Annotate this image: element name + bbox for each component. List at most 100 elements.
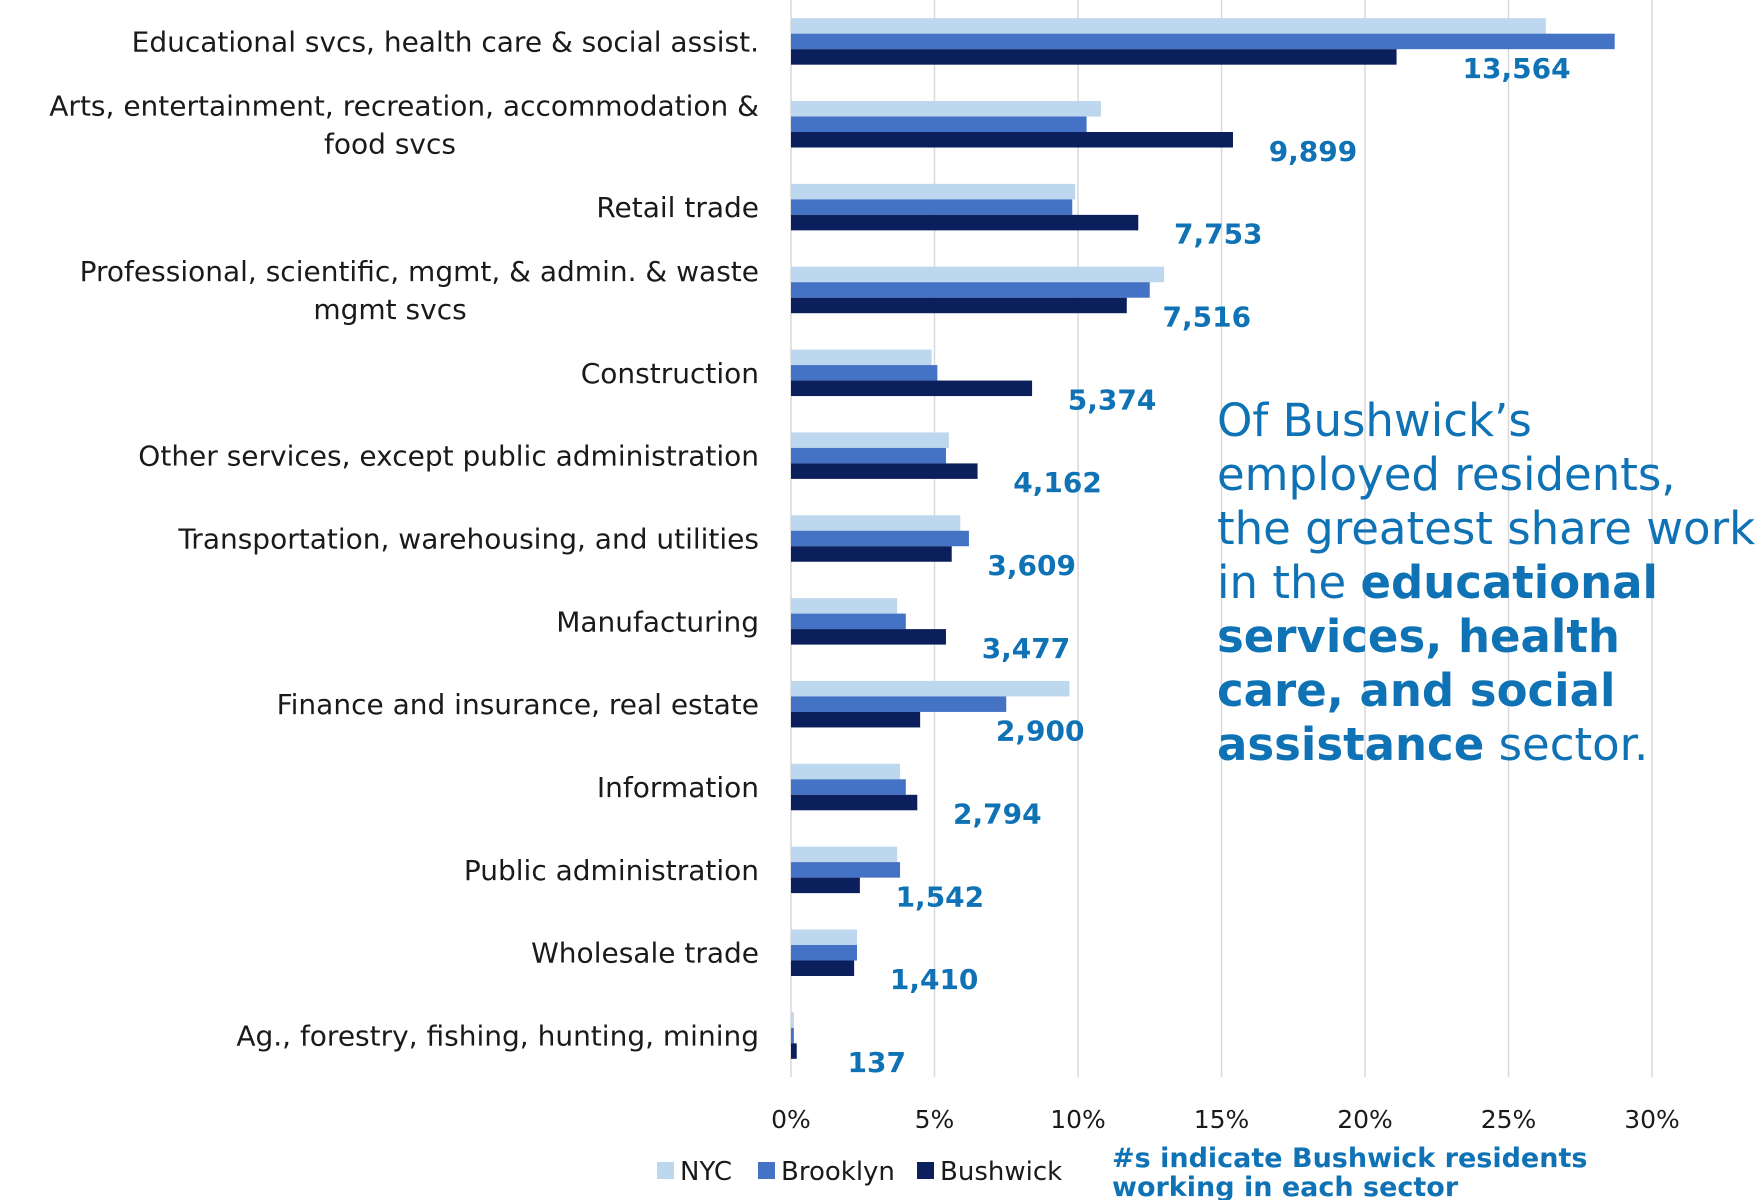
bar-bushwick-6 <box>791 546 952 562</box>
count-label-0: 13,564 <box>1463 52 1571 85</box>
bar-nyc-4 <box>791 349 932 366</box>
bar-bushwick-4 <box>791 380 1033 397</box>
legend-swatch-nyc <box>657 1162 674 1179</box>
bar-bushwick-11 <box>791 960 855 976</box>
category-label-4: Construction <box>581 357 759 390</box>
category-label-1: Arts, entertainment, recreation, accommo… <box>49 89 759 160</box>
bar-nyc-9 <box>791 763 901 780</box>
callout-text-start: Of Bushwick’s employed residents, the gr… <box>1217 394 1756 609</box>
bar-bushwick-12 <box>791 1043 797 1059</box>
category-label-line: Professional, scientific, mgmt, & admin.… <box>80 255 759 288</box>
category-label-9: Information <box>597 771 759 804</box>
category-label-12: Ag., forestry, fishing, hunting, mining <box>236 1020 759 1053</box>
legend-swatch-bushwick <box>917 1162 934 1179</box>
category-label-8: Finance and insurance, real estate <box>277 688 759 721</box>
bar-brooklyn-4 <box>791 365 938 381</box>
category-label-0: Educational svcs, health care & social a… <box>132 25 759 58</box>
bar-brooklyn-9 <box>791 779 906 795</box>
category-label-line: Finance and insurance, real estate <box>277 688 759 721</box>
bar-nyc-2 <box>791 183 1076 200</box>
count-label-3: 7,516 <box>1163 300 1252 333</box>
category-label-11: Wholesale trade <box>531 937 759 970</box>
bar-nyc-12 <box>791 1012 794 1028</box>
bar-brooklyn-10 <box>791 862 901 878</box>
count-label-5: 4,162 <box>1013 466 1102 499</box>
bar-bushwick-8 <box>791 711 921 728</box>
bar-nyc-0 <box>791 18 1546 34</box>
legend: NYC Brooklyn Bushwick <box>657 1157 1062 1187</box>
bar-nyc-11 <box>791 929 858 945</box>
category-label-line: Wholesale trade <box>531 937 759 970</box>
x-axis-ticks: 0% 5% 10% 15% 20% 25% 30% <box>771 1105 1680 1134</box>
note-line-2: working in each sector <box>1112 1172 1459 1200</box>
x-tick-label-15: 15% <box>1194 1105 1250 1134</box>
count-label-4: 5,374 <box>1068 383 1157 416</box>
x-tick-label-25: 25% <box>1481 1105 1537 1134</box>
bar-nyc-6 <box>791 515 961 531</box>
count-label-8: 2,900 <box>996 715 1085 748</box>
bar-brooklyn-8 <box>791 696 1007 712</box>
category-label-line: Educational svcs, health care & social a… <box>132 25 759 58</box>
count-label-7: 3,477 <box>982 632 1071 665</box>
bar-bushwick-10 <box>791 877 860 894</box>
category-label-3: Professional, scientific, mgmt, & admin.… <box>80 255 759 326</box>
bar-bushwick-1 <box>791 132 1233 148</box>
count-label-1: 9,899 <box>1269 135 1358 168</box>
category-label-6: Transportation, warehousing, and utiliti… <box>177 523 759 556</box>
bar-nyc-8 <box>791 680 1070 697</box>
category-label-10: Public administration <box>464 854 759 887</box>
category-label-line: Public administration <box>464 854 759 887</box>
bar-bushwick-7 <box>791 629 946 645</box>
category-label-line: Arts, entertainment, recreation, accommo… <box>49 89 759 122</box>
category-label-7: Manufacturing <box>556 605 759 638</box>
count-label-12: 137 <box>848 1046 906 1079</box>
category-label-line: mgmt svcs <box>313 293 466 326</box>
bars <box>791 18 1615 1059</box>
count-label-2: 7,753 <box>1174 218 1263 251</box>
bar-nyc-1 <box>791 101 1101 117</box>
count-label-10: 1,542 <box>896 880 985 913</box>
x-tick-label-20: 20% <box>1337 1105 1393 1134</box>
bar-nyc-10 <box>791 846 898 863</box>
bar-nyc-5 <box>791 432 949 448</box>
bar-nyc-7 <box>791 598 898 614</box>
category-labels: Educational svcs, health care & social a… <box>49 25 759 1052</box>
x-tick-label-30: 30% <box>1624 1105 1680 1134</box>
legend-label-nyc: NYC <box>680 1157 732 1187</box>
legend-swatch-brooklyn <box>758 1162 775 1179</box>
bar-brooklyn-5 <box>791 447 946 464</box>
category-label-line: Retail trade <box>596 191 759 224</box>
x-tick-label-10: 10% <box>1050 1105 1106 1134</box>
category-label-line: Construction <box>581 357 759 390</box>
category-label-line: Other services, except public administra… <box>138 440 759 473</box>
category-label-line: Information <box>597 771 759 804</box>
bar-brooklyn-12 <box>791 1027 794 1044</box>
callout-text-bold: educational services, health care, and s… <box>1217 556 1658 771</box>
bar-brooklyn-3 <box>791 282 1150 298</box>
category-label-line: Ag., forestry, fishing, hunting, mining <box>236 1020 759 1053</box>
callout-text: Of Bushwick’s employed residents, the gr… <box>1217 394 1762 772</box>
category-label-line: food svcs <box>324 127 456 160</box>
bar-bushwick-9 <box>791 794 918 811</box>
bar-brooklyn-2 <box>791 199 1073 215</box>
bar-brooklyn-7 <box>791 613 906 630</box>
count-label-6: 3,609 <box>987 549 1076 582</box>
x-tick-label-0: 0% <box>771 1105 811 1134</box>
count-labels: 13,564 9,899 7,753 7,516 5,374 4,162 3,609 3,47… <box>848 52 1571 1079</box>
category-label-line: Transportation, warehousing, and utiliti… <box>177 523 759 556</box>
category-label-5: Other services, except public administra… <box>138 440 759 473</box>
bar-bushwick-0 <box>791 49 1397 65</box>
bar-brooklyn-0 <box>791 33 1615 50</box>
x-tick-label-5: 5% <box>915 1105 955 1134</box>
bar-brooklyn-11 <box>791 944 858 961</box>
category-label-line: Manufacturing <box>556 605 759 638</box>
legend-label-bushwick: Bushwick <box>940 1157 1062 1187</box>
bar-bushwick-3 <box>791 297 1127 314</box>
callout-text-end: sector. <box>1484 718 1649 771</box>
note-line-1: #s indicate Bushwick residents <box>1112 1143 1587 1174</box>
bar-brooklyn-6 <box>791 530 969 547</box>
legend-label-brooklyn: Brooklyn <box>781 1157 895 1187</box>
gridlines <box>790 0 1653 1077</box>
bar-bushwick-2 <box>791 214 1139 231</box>
